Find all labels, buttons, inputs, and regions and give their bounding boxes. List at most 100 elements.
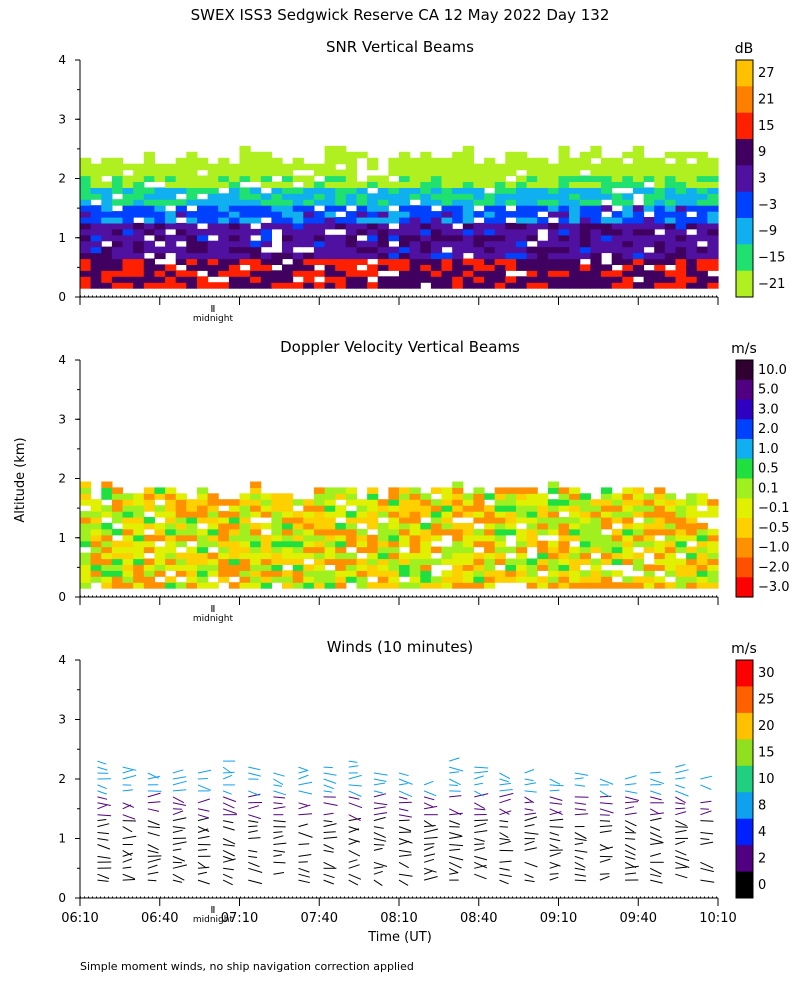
- heatmap-cell: [176, 270, 187, 277]
- heatmap-cell: [707, 564, 718, 571]
- heatmap-cell: [154, 270, 165, 277]
- heatmap-cell: [452, 253, 463, 260]
- heatmap-cell: [697, 253, 708, 260]
- heatmap-cell: [463, 199, 474, 206]
- heatmap-cell: [463, 493, 474, 500]
- heatmap-cell: [229, 529, 240, 536]
- heatmap-cell: [473, 529, 484, 536]
- heatmap-cell: [590, 564, 601, 571]
- heatmap-cell: [697, 582, 708, 589]
- heatmap-cell: [452, 511, 463, 517]
- heatmap-cell: [686, 523, 697, 530]
- heatmap-cell: [197, 241, 208, 248]
- heatmap-cell: [186, 241, 197, 248]
- heatmap-cell: [176, 529, 187, 536]
- heatmap-cell: [569, 564, 580, 571]
- heatmap-cell: [559, 176, 570, 183]
- heatmap-cell: [112, 517, 123, 524]
- heatmap-cell: [282, 235, 293, 242]
- heatmap-cell: [80, 223, 91, 230]
- heatmap-cell: [335, 493, 346, 500]
- heatmap-cell: [314, 199, 325, 206]
- heatmap-cell: [186, 553, 197, 560]
- heatmap-cell: [261, 241, 272, 248]
- heatmap-cell: [410, 547, 421, 554]
- heatmap-cell: [622, 247, 633, 254]
- heatmap-cell: [229, 247, 240, 254]
- heatmap-cell: [208, 511, 219, 517]
- heatmap-cell: [261, 564, 272, 571]
- heatmap-cell: [527, 187, 538, 194]
- heatmap-cell: [420, 247, 431, 254]
- wind-barb: [374, 791, 383, 793]
- heatmap-cell: [463, 505, 474, 512]
- heatmap-cell: [590, 211, 601, 218]
- heatmap-cell: [537, 217, 548, 224]
- heatmap-cell: [622, 193, 633, 200]
- heatmap-cell: [612, 176, 623, 183]
- heatmap-cell: [622, 511, 633, 517]
- heatmap-cell: [622, 553, 633, 560]
- wind-barb: [399, 820, 410, 821]
- wind-barb: [223, 845, 235, 847]
- heatmap-cell: [559, 499, 570, 506]
- wind-barb: [474, 771, 488, 773]
- heatmap-cell: [527, 270, 538, 277]
- heatmap-cell: [463, 576, 474, 583]
- heatmap-cell: [505, 499, 516, 506]
- wind-barb: [650, 839, 663, 843]
- heatmap-cell: [240, 493, 251, 500]
- heatmap-cell: [399, 511, 410, 517]
- heatmap-cell: [250, 576, 261, 583]
- heatmap-cell: [612, 529, 623, 536]
- heatmap-cell: [176, 276, 187, 283]
- heatmap-cell: [346, 523, 357, 530]
- heatmap-cell: [144, 158, 155, 165]
- heatmap-cell: [144, 152, 155, 159]
- heatmap-cell: [335, 205, 346, 212]
- wind-barb: [675, 830, 686, 832]
- heatmap-cell: [484, 235, 495, 242]
- heatmap-cell: [357, 187, 368, 194]
- heatmap-cell: [633, 247, 644, 254]
- wind-barb: [273, 821, 285, 822]
- wind-barb: [198, 809, 209, 812]
- wind-barb: [474, 831, 487, 833]
- heatmap-cell: [240, 170, 251, 177]
- heatmap-cell: [686, 535, 697, 542]
- wind-barb: [449, 849, 460, 850]
- heatmap-cell: [420, 505, 431, 512]
- heatmap-cell: [442, 499, 453, 506]
- wind-barb: [273, 791, 286, 795]
- heatmap-cell: [335, 182, 346, 189]
- wind-barb: [600, 791, 609, 797]
- heatmap-cell: [410, 553, 421, 560]
- heatmap-cell: [293, 264, 304, 271]
- heatmap-cell: [452, 541, 463, 548]
- heatmap-cell: [612, 517, 623, 524]
- heatmap-cell: [697, 217, 708, 224]
- heatmap-cell: [388, 553, 399, 560]
- heatmap-cell: [654, 559, 665, 566]
- wind-barb: [173, 880, 182, 882]
- heatmap-cell: [165, 582, 176, 589]
- heatmap-cell: [654, 505, 665, 512]
- heatmap-cell: [452, 182, 463, 189]
- heatmap-cell: [527, 282, 538, 289]
- wind-barb: [248, 806, 259, 809]
- heatmap-cell: [325, 553, 336, 560]
- heatmap-cell: [516, 264, 527, 271]
- heatmap-cell: [303, 541, 314, 548]
- wind-barb: [449, 845, 463, 846]
- heatmap-cell: [559, 235, 570, 242]
- heatmap-cell: [559, 264, 570, 271]
- heatmap-cell: [665, 270, 676, 277]
- heatmap-cell: [697, 570, 708, 577]
- heatmap-cell: [505, 493, 516, 500]
- wind-barb: [500, 793, 514, 797]
- heatmap-cell: [250, 259, 261, 266]
- wind-barb: [675, 862, 689, 867]
- heatmap-cell: [463, 282, 474, 289]
- heatmap-cell: [622, 241, 633, 248]
- heatmap-cell: [80, 193, 91, 200]
